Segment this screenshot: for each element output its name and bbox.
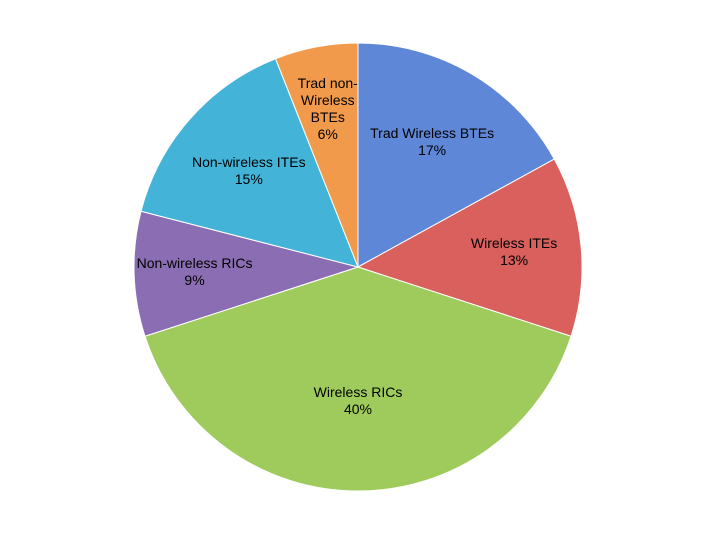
value-label: 9%	[184, 272, 205, 289]
label-box: Trad non-Wireless BTEs 6%	[290, 64, 366, 154]
category-label: Trad non-Wireless BTEs	[297, 74, 358, 125]
pie-slice	[144, 266, 572, 492]
label-box: Wireless ITEs 13%	[459, 207, 569, 297]
category-label: Wireless RICs	[313, 384, 403, 401]
value-label: 15%	[234, 170, 263, 187]
pie-slice	[356, 158, 583, 337]
pie-slice	[357, 42, 555, 268]
value-label: 13%	[500, 252, 529, 269]
label-box: Trad Wireless BTEs 17%	[357, 97, 507, 187]
category-label: Trad Wireless BTEs	[370, 124, 495, 141]
category-label: Non-wireless RICs	[136, 255, 253, 272]
pie-slice	[274, 42, 359, 268]
category-label: Non-wireless ITEs	[191, 153, 306, 170]
value-label: 6%	[317, 125, 338, 142]
label-box: Non-wireless RICs 9%	[135, 227, 255, 317]
label-box: Non-wireless ITEs 15%	[184, 126, 314, 216]
category-label: Wireless ITEs	[470, 235, 558, 252]
pie-slice	[133, 210, 360, 337]
label-box: Wireless RICs 40%	[298, 356, 418, 446]
value-label: 40%	[343, 401, 373, 418]
pie-slice	[140, 58, 359, 268]
value-label: 17%	[418, 141, 447, 158]
